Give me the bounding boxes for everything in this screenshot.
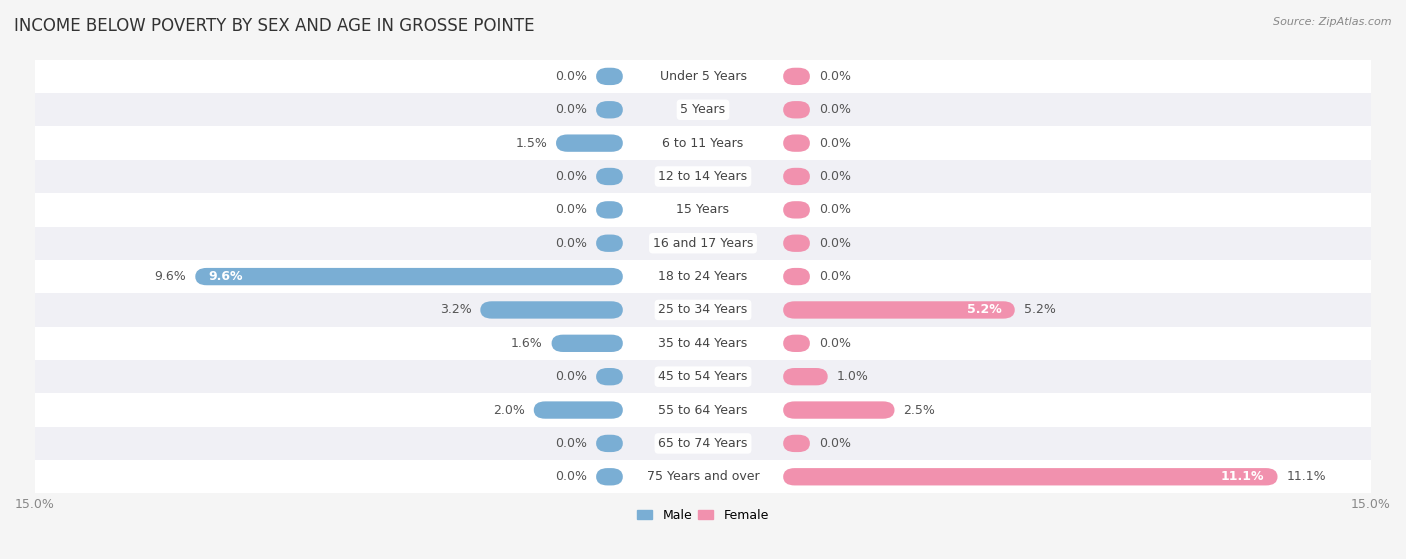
Text: 12 to 14 Years: 12 to 14 Years [658, 170, 748, 183]
Text: 2.5%: 2.5% [904, 404, 935, 416]
Text: 55 to 64 Years: 55 to 64 Years [658, 404, 748, 416]
Text: 18 to 24 Years: 18 to 24 Years [658, 270, 748, 283]
FancyBboxPatch shape [783, 168, 810, 185]
Bar [35, 360, 1371, 394]
Legend: Male, Female: Male, Female [637, 509, 769, 522]
FancyBboxPatch shape [783, 268, 810, 285]
Text: 0.0%: 0.0% [818, 437, 851, 450]
FancyBboxPatch shape [534, 401, 623, 419]
FancyBboxPatch shape [195, 268, 623, 285]
FancyBboxPatch shape [481, 301, 623, 319]
Bar [35, 93, 1371, 126]
Text: 11.1%: 11.1% [1286, 470, 1326, 484]
Bar [35, 427, 1371, 460]
Text: 0.0%: 0.0% [818, 103, 851, 116]
FancyBboxPatch shape [596, 68, 623, 85]
FancyBboxPatch shape [596, 201, 623, 219]
Bar [35, 293, 1371, 326]
Text: 0.0%: 0.0% [555, 236, 588, 250]
Text: 6 to 11 Years: 6 to 11 Years [662, 136, 744, 150]
Bar [35, 394, 1371, 427]
Text: 0.0%: 0.0% [818, 270, 851, 283]
Text: 0.0%: 0.0% [555, 170, 588, 183]
Text: 0.0%: 0.0% [555, 437, 588, 450]
Text: 0.0%: 0.0% [555, 470, 588, 484]
FancyBboxPatch shape [783, 68, 810, 85]
FancyBboxPatch shape [783, 368, 828, 385]
FancyBboxPatch shape [783, 435, 810, 452]
FancyBboxPatch shape [783, 235, 810, 252]
Bar [35, 60, 1371, 93]
Text: INCOME BELOW POVERTY BY SEX AND AGE IN GROSSE POINTE: INCOME BELOW POVERTY BY SEX AND AGE IN G… [14, 17, 534, 35]
Text: 75 Years and over: 75 Years and over [647, 470, 759, 484]
Text: 0.0%: 0.0% [818, 337, 851, 350]
Text: 15 Years: 15 Years [676, 203, 730, 216]
FancyBboxPatch shape [596, 435, 623, 452]
Text: 5.2%: 5.2% [1024, 304, 1056, 316]
FancyBboxPatch shape [596, 235, 623, 252]
Text: Under 5 Years: Under 5 Years [659, 70, 747, 83]
Text: 65 to 74 Years: 65 to 74 Years [658, 437, 748, 450]
Bar [35, 326, 1371, 360]
Text: 0.0%: 0.0% [818, 70, 851, 83]
Text: 0.0%: 0.0% [555, 203, 588, 216]
FancyBboxPatch shape [783, 135, 810, 152]
Text: 3.2%: 3.2% [440, 304, 471, 316]
Text: 5.2%: 5.2% [967, 304, 1001, 316]
Bar [35, 226, 1371, 260]
Text: 11.1%: 11.1% [1220, 470, 1264, 484]
FancyBboxPatch shape [783, 335, 810, 352]
Bar [35, 160, 1371, 193]
Text: 9.6%: 9.6% [155, 270, 187, 283]
Bar [35, 260, 1371, 293]
Text: 0.0%: 0.0% [818, 236, 851, 250]
Text: 35 to 44 Years: 35 to 44 Years [658, 337, 748, 350]
Text: 0.0%: 0.0% [818, 170, 851, 183]
FancyBboxPatch shape [596, 368, 623, 385]
FancyBboxPatch shape [783, 101, 810, 119]
Text: 1.6%: 1.6% [510, 337, 543, 350]
FancyBboxPatch shape [783, 301, 1015, 319]
Text: 0.0%: 0.0% [818, 203, 851, 216]
Text: 2.0%: 2.0% [494, 404, 524, 416]
Bar [35, 460, 1371, 494]
FancyBboxPatch shape [783, 401, 894, 419]
FancyBboxPatch shape [596, 168, 623, 185]
Text: 16 and 17 Years: 16 and 17 Years [652, 236, 754, 250]
FancyBboxPatch shape [551, 335, 623, 352]
Text: Source: ZipAtlas.com: Source: ZipAtlas.com [1274, 17, 1392, 27]
Bar [35, 126, 1371, 160]
Text: 0.0%: 0.0% [555, 70, 588, 83]
Text: 9.6%: 9.6% [208, 270, 243, 283]
Bar [35, 193, 1371, 226]
Text: 5 Years: 5 Years [681, 103, 725, 116]
Text: 1.5%: 1.5% [515, 136, 547, 150]
Text: 0.0%: 0.0% [555, 103, 588, 116]
Text: 0.0%: 0.0% [555, 370, 588, 383]
FancyBboxPatch shape [555, 135, 623, 152]
Text: 25 to 34 Years: 25 to 34 Years [658, 304, 748, 316]
Text: 0.0%: 0.0% [818, 136, 851, 150]
FancyBboxPatch shape [596, 101, 623, 119]
FancyBboxPatch shape [783, 201, 810, 219]
FancyBboxPatch shape [596, 468, 623, 485]
Text: 1.0%: 1.0% [837, 370, 869, 383]
Text: 45 to 54 Years: 45 to 54 Years [658, 370, 748, 383]
FancyBboxPatch shape [783, 468, 1278, 485]
